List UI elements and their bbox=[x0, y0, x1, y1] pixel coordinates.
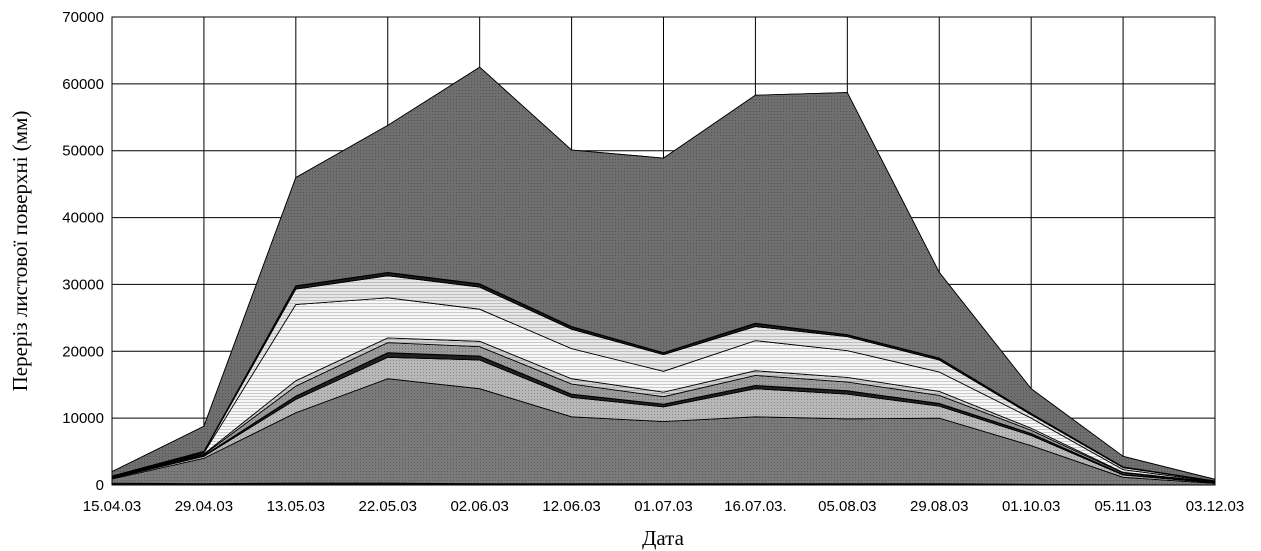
x-axis-title: Дата bbox=[642, 526, 685, 550]
area-series-10-texture bbox=[112, 67, 1215, 481]
area-series-group bbox=[111, 66, 1216, 486]
x-tick-label: 29.08.03 bbox=[910, 498, 968, 515]
x-tick-label: 22.05.03 bbox=[359, 498, 417, 515]
x-tick-label: 05.11.03 bbox=[1094, 498, 1151, 515]
x-tick-label: 12.06.03 bbox=[542, 498, 600, 515]
x-tick-label: 02.06.03 bbox=[450, 498, 508, 515]
x-tick-label: 13.05.03 bbox=[267, 498, 325, 515]
area-series-3-texture bbox=[112, 357, 1215, 484]
y-tick-label: 50000 bbox=[62, 143, 104, 160]
plot-border bbox=[111, 16, 1216, 486]
y-tick-label: 60000 bbox=[62, 76, 104, 93]
x-tick-label: 01.10.03 bbox=[1002, 498, 1060, 515]
x-tick-label: 03.12.03 bbox=[1186, 498, 1244, 515]
y-tick-label: 30000 bbox=[62, 276, 104, 293]
y-tick-label: 70000 bbox=[62, 9, 104, 26]
x-tick-label: 01.07.03 bbox=[634, 498, 692, 515]
y-tick-label: 40000 bbox=[62, 210, 104, 227]
y-tick-label: 20000 bbox=[62, 343, 104, 360]
x-tick-label: 05.08.03 bbox=[818, 498, 876, 515]
area-series-2-texture bbox=[112, 378, 1215, 485]
x-tick-labels: 15.04.03 29.04.03 13.05.03 22.05.03 02.06.03… bbox=[83, 498, 1244, 515]
y-tick-label: 0 bbox=[96, 477, 104, 494]
y-tick-labels: 0 10000 20000 30000 40000 50000 60000 70000 bbox=[62, 9, 104, 494]
area-series-7-texture bbox=[112, 297, 1215, 482]
area-series-10-edge bbox=[111, 66, 1216, 480]
x-tick-label: 16.07.03. bbox=[724, 498, 787, 515]
x-tick-label: 15.04.03 bbox=[83, 498, 141, 515]
x-tick-label: 29.04.03 bbox=[175, 498, 233, 515]
y-axis-title: Переріз листової поверхні (мм) bbox=[8, 111, 32, 392]
y-tick-label: 10000 bbox=[62, 410, 104, 427]
